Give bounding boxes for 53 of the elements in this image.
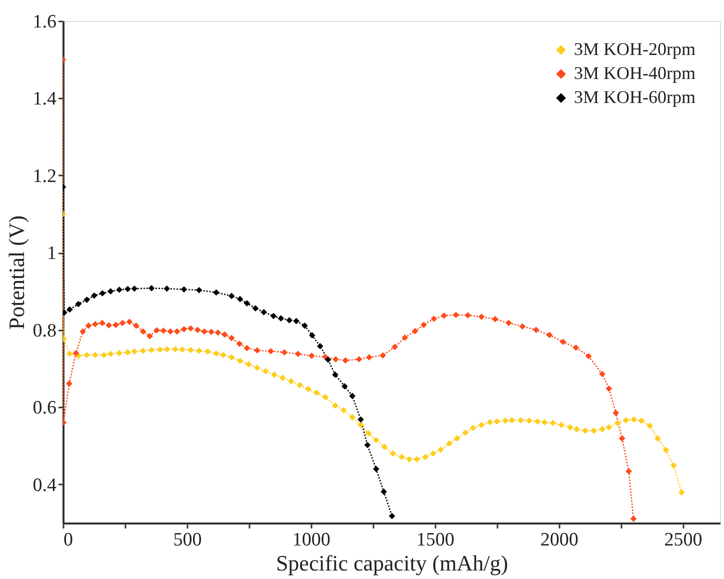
point — [228, 292, 235, 300]
point — [260, 309, 267, 316]
point — [91, 292, 98, 299]
point — [293, 318, 300, 324]
y-tick-label: 1.4 — [32, 88, 57, 110]
point — [309, 332, 316, 338]
point — [66, 306, 73, 313]
point — [124, 286, 131, 292]
point — [341, 383, 348, 390]
x-tick-label: 1000 — [292, 530, 330, 550]
x-tick-label: 500 — [173, 530, 202, 550]
point — [364, 442, 371, 448]
point — [358, 416, 364, 423]
point — [99, 290, 106, 296]
point — [316, 342, 324, 350]
x-tick-label: 2500 — [664, 530, 702, 550]
point — [213, 289, 220, 296]
point — [164, 285, 170, 292]
point — [388, 512, 396, 520]
point — [278, 315, 284, 322]
point — [380, 488, 387, 495]
y-tick-label: 0.4 — [32, 474, 57, 496]
legend-label: 3M KOH-60rpm — [574, 87, 696, 107]
point — [332, 372, 338, 378]
point — [148, 285, 155, 292]
point — [286, 317, 293, 324]
point — [236, 296, 244, 302]
point — [244, 300, 250, 306]
point — [302, 322, 308, 329]
x-tick-label: 2000 — [540, 530, 578, 550]
point — [270, 312, 277, 320]
y-tick-label: 1 — [47, 243, 56, 264]
x-tick-label: 0 — [64, 530, 73, 550]
point — [107, 288, 114, 294]
point — [116, 286, 122, 293]
point — [324, 356, 332, 363]
y-tick-label: 1.2 — [32, 166, 56, 187]
point — [349, 392, 356, 400]
y-axis-title: Potential (V) — [4, 215, 29, 330]
legend-label: 3M KOH-40rpm — [574, 63, 696, 83]
legend-label: 3M KOH-20rpm — [574, 39, 696, 59]
point — [372, 466, 380, 472]
y-tick-label: 1.6 — [32, 12, 56, 32]
point — [252, 305, 259, 312]
x-axis-title: Specific capacity (mAh/g) — [276, 550, 508, 576]
point — [75, 300, 82, 308]
x-tick-label: 1500 — [416, 530, 454, 550]
point — [180, 286, 188, 293]
point — [131, 285, 138, 292]
point — [196, 286, 202, 294]
y-tick-label: 0.6 — [32, 398, 56, 419]
y-tick-label: 0.8 — [32, 320, 56, 342]
point — [84, 296, 90, 303]
